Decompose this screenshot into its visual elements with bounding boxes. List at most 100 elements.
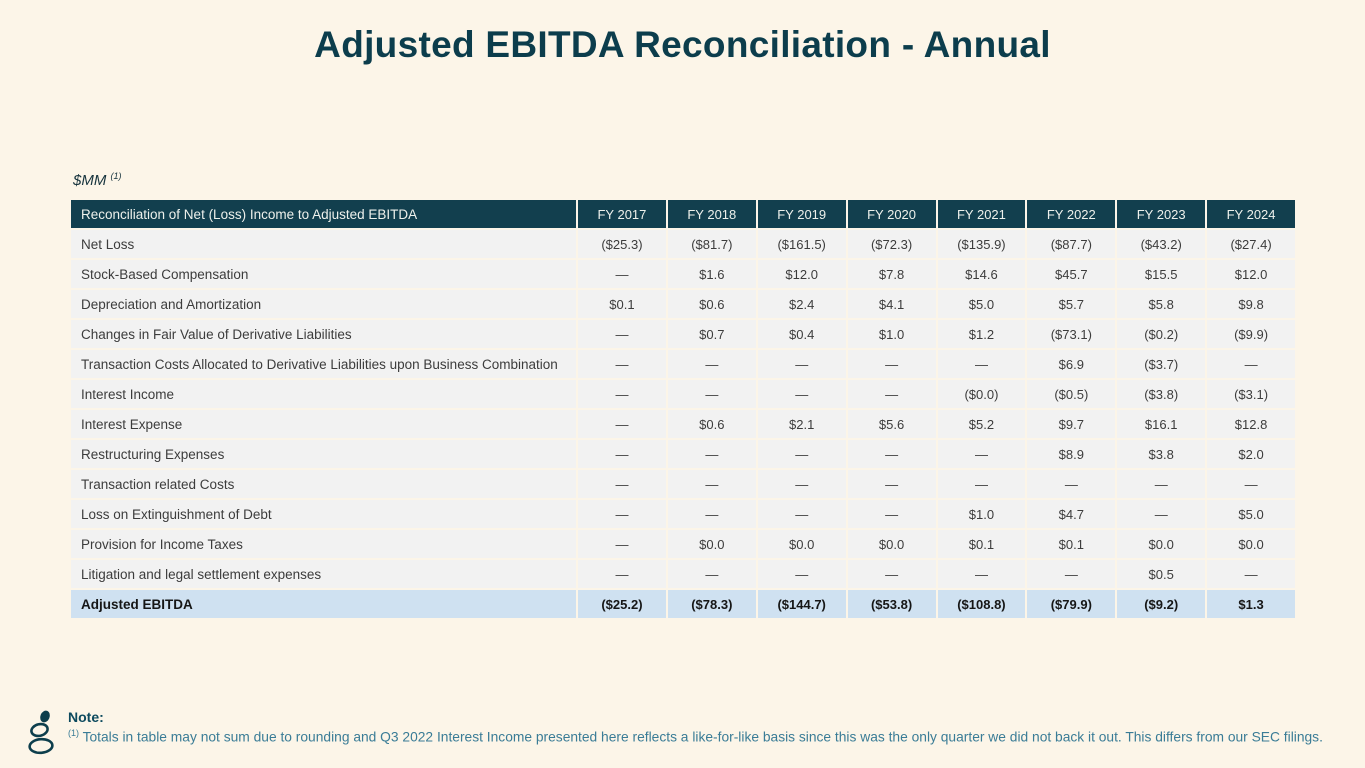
row-value: — [757,440,846,468]
row-value: $0.7 [667,320,756,348]
row-value: — [667,500,756,528]
row-value: — [757,560,846,588]
row-value: $0.0 [847,530,936,558]
row-value: ($3.8) [1117,380,1206,408]
row-value: — [847,380,936,408]
footer-note-block: Note: (1) Totals in table may not sum du… [25,706,1358,760]
row-value: — [847,440,936,468]
row-value: $0.6 [667,290,756,318]
row-label: Interest Expense [71,410,576,438]
table-row: Changes in Fair Value of Derivative Liab… [71,320,1295,348]
row-value: $3.8 [1117,440,1206,468]
table-row: Litigation and legal settlement expenses… [71,560,1295,588]
row-value: $9.7 [1027,410,1116,438]
row-value: $1.6 [667,260,756,288]
row-value: ($0.5) [1027,380,1116,408]
row-value: ($87.7) [1027,230,1116,258]
row-value: $8.9 [1027,440,1116,468]
row-value: $9.8 [1207,290,1295,318]
column-header-fy-2023: FY 2023 [1117,200,1206,228]
row-value: — [1207,470,1295,498]
column-header-fy-2024: FY 2024 [1207,200,1295,228]
table-header-label: Reconciliation of Net (Loss) Income to A… [71,200,576,228]
note-footnote-marker: (1) [68,728,79,738]
row-value: ($81.7) [667,230,756,258]
row-value: — [667,380,756,408]
row-value: $5.6 [847,410,936,438]
row-value: ($144.7) [757,590,846,618]
row-value: — [578,410,666,438]
row-value: ($3.1) [1207,380,1295,408]
row-value: $0.5 [1117,560,1206,588]
row-value: — [1207,560,1295,588]
row-value: $14.6 [937,260,1026,288]
units-footnote-marker: (1) [110,171,122,181]
row-value: $0.4 [757,320,846,348]
row-value: $0.0 [667,530,756,558]
row-value: — [578,500,666,528]
row-value: $5.0 [1207,500,1295,528]
row-label: Adjusted EBITDA [71,590,576,618]
column-header-fy-2019: FY 2019 [757,200,846,228]
note-content: Note: (1) Totals in table may not sum du… [68,706,1358,745]
row-value: — [937,440,1026,468]
row-value: $0.6 [667,410,756,438]
row-value: $16.1 [1117,410,1206,438]
table-row: Depreciation and Amortization $0.1 $0.6 $2.… [71,290,1295,318]
row-value: ($79.9) [1027,590,1116,618]
row-value: ($3.7) [1117,350,1206,378]
table-row: Loss on Extinguishment of Debt — — — — $1.0 $4… [71,500,1295,528]
row-value: — [578,260,666,288]
column-header-fy-2018: FY 2018 [667,200,756,228]
row-value: $1.2 [937,320,1026,348]
row-value: — [578,470,666,498]
row-value: — [1117,470,1206,498]
row-value: — [757,500,846,528]
row-value: ($25.3) [578,230,666,258]
row-value: — [1027,560,1116,588]
row-value: $4.7 [1027,500,1116,528]
row-value: — [1207,350,1295,378]
row-value: $15.5 [1117,260,1206,288]
row-value: — [937,470,1026,498]
row-value: — [847,350,936,378]
row-label: Net Loss [71,230,576,258]
row-value: — [937,560,1026,588]
stacked-stones-logo-icon [25,709,57,760]
row-value: — [667,440,756,468]
row-value: — [667,470,756,498]
row-value: ($9.2) [1117,590,1206,618]
row-value: ($53.8) [847,590,936,618]
table-row: Transaction related Costs — — — — — — — — [71,470,1295,498]
row-value: ($135.9) [937,230,1026,258]
row-value: $5.0 [937,290,1026,318]
row-label: Changes in Fair Value of Derivative Liab… [71,320,576,348]
table-row: Interest Expense — $0.6 $2.1 $5.6 $5.2 $9.7 $16… [71,410,1295,438]
row-value: $12.0 [757,260,846,288]
table-row: Interest Income — — — — ($0.0) ($0.5) ($3.8) ($3… [71,380,1295,408]
row-value: — [578,350,666,378]
column-header-fy-2022: FY 2022 [1027,200,1116,228]
units-text: $MM [73,172,107,189]
row-value: — [1117,500,1206,528]
note-label: Note: [68,709,104,725]
row-value: $2.1 [757,410,846,438]
row-value: $0.0 [757,530,846,558]
row-label: Provision for Income Taxes [71,530,576,558]
row-value: ($161.5) [757,230,846,258]
table-row: Restructuring Expenses — — — — — $8.9 $3.8 $2.0 [71,440,1295,468]
column-header-fy-2020: FY 2020 [847,200,936,228]
row-label: Loss on Extinguishment of Debt [71,500,576,528]
row-value: — [578,560,666,588]
row-value: — [578,320,666,348]
row-value: ($73.1) [1027,320,1116,348]
row-value: $5.8 [1117,290,1206,318]
row-value: $0.1 [1027,530,1116,558]
row-value: $12.0 [1207,260,1295,288]
row-value: $1.0 [937,500,1026,528]
note-body: Totals in table may not sum due to round… [82,729,1323,745]
row-value: — [578,530,666,558]
row-value: — [847,500,936,528]
row-value: — [578,380,666,408]
row-value: — [937,350,1026,378]
